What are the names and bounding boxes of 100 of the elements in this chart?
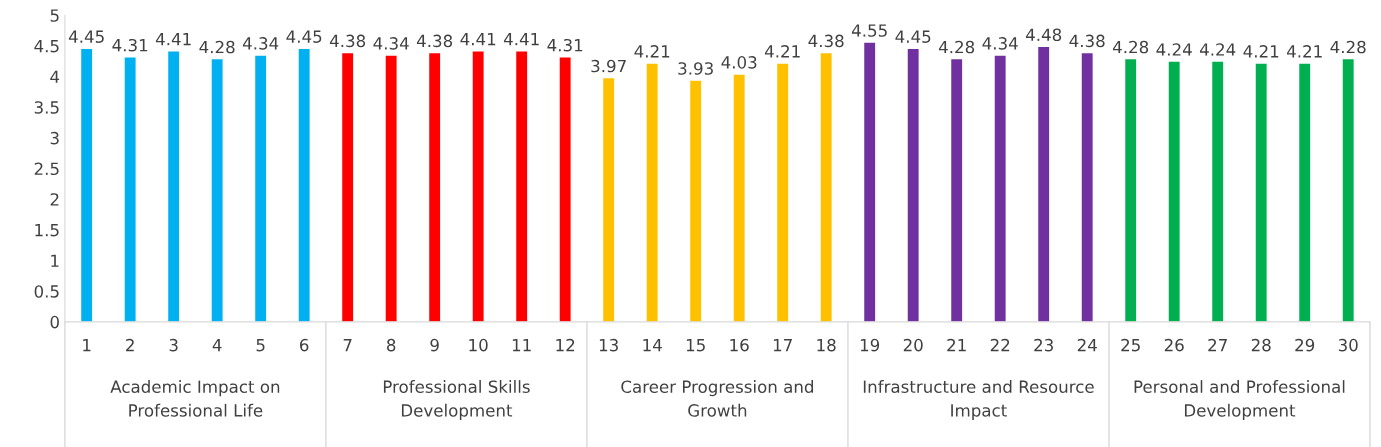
bar [298, 48, 310, 322]
y-tick-label: 1.5 [35, 224, 59, 237]
text: Professional Skills Development [383, 380, 530, 420]
y-tick-label: 0 [50, 315, 59, 329]
data-label: 4.31 [547, 38, 583, 52]
bar [429, 53, 441, 322]
y-tick-label: 5 [50, 9, 59, 22]
x-tick-label: 18 [817, 338, 836, 352]
x-tick-label: 17 [773, 339, 792, 352]
x-tick-label: 13 [599, 338, 618, 352]
data-label: 4.38 [329, 34, 366, 48]
x-tick-label: 1 [83, 339, 91, 352]
data-label: 4.31 [112, 38, 148, 52]
text: Academic Impact on Professional Life [110, 380, 280, 417]
x-tick-label: 19 [860, 338, 880, 352]
bar [1342, 59, 1354, 322]
x-tick-label: 4 [212, 339, 222, 352]
y-tick-label: 3.5 [34, 101, 59, 114]
bar [1212, 61, 1224, 322]
data-label: 4.03 [721, 56, 757, 69]
data-label: 4.38 [808, 34, 844, 48]
bar [168, 51, 180, 322]
data-label: 3.97 [591, 59, 626, 73]
bar [994, 55, 1006, 322]
x-tick-label: 30 [1338, 338, 1358, 352]
bar [516, 51, 528, 322]
y-tick-label: 4.5 [34, 40, 59, 53]
data-label: 4.21 [634, 45, 670, 58]
bar [646, 63, 658, 322]
x-tick-label: 27 [1208, 338, 1227, 352]
x-tick-label: 9 [430, 338, 439, 352]
data-label: 4.45 [68, 30, 104, 43]
x-tick-label: 28 [1251, 338, 1271, 352]
data-label: 4.45 [286, 30, 322, 43]
bar [777, 63, 789, 322]
data-label: 4.28 [1330, 40, 1366, 54]
y-tick-label: 1 [51, 254, 59, 267]
bar [820, 53, 832, 322]
y-tick-label: 3 [50, 131, 59, 145]
data-label: 4.28 [938, 40, 975, 54]
x-tick-label: 14 [643, 339, 662, 352]
bar [864, 42, 876, 322]
bar [1168, 61, 1180, 322]
bar [385, 55, 397, 322]
bar [342, 53, 354, 322]
data-label: 4.24 [1199, 43, 1236, 56]
data-label: 4.34 [373, 37, 409, 50]
bar [211, 59, 223, 322]
x-tick-label: 5 [256, 339, 265, 352]
data-label: 4.21 [764, 45, 800, 58]
bar [907, 48, 919, 322]
data-label: 4.55 [851, 24, 887, 37]
x-tick-label: 6 [300, 338, 309, 352]
data-label: 3.93 [678, 62, 713, 75]
data-label: 4.41 [155, 32, 191, 46]
x-tick-label: 25 [1121, 338, 1140, 352]
x-tick-label: 21 [947, 338, 966, 352]
data-label: 4.28 [199, 40, 235, 54]
bar [255, 55, 267, 322]
data-label: 4.34 [982, 37, 1018, 50]
y-tick-label: 2.5 [34, 162, 59, 176]
text: Career Progression and Growth [621, 380, 813, 417]
y-tick-label: 2 [50, 193, 59, 206]
text: Infrastructure and Resource Impact [863, 380, 1094, 420]
x-tick-label: 24 [1077, 338, 1097, 352]
bar [124, 57, 136, 322]
data-label: 4.21 [1286, 45, 1322, 58]
x-tick-label: 12 [556, 338, 575, 352]
bar [472, 51, 484, 322]
y-tick-label: 4 [50, 70, 60, 83]
data-label: 4.21 [1243, 45, 1279, 58]
x-tick-label: 7 [343, 339, 352, 352]
x-tick-label: 26 [1164, 338, 1184, 352]
bar [1125, 59, 1137, 322]
data-label: 4.45 [895, 30, 931, 43]
bar [1081, 53, 1093, 322]
x-tick-label: 20 [903, 338, 923, 352]
x-tick-label: 11 [512, 339, 531, 352]
data-label: 4.48 [1025, 28, 1062, 42]
bar [951, 59, 963, 322]
bar [559, 57, 571, 322]
data-label: 4.34 [242, 37, 279, 50]
bar [1299, 63, 1311, 322]
data-label: 4.38 [1069, 34, 1105, 48]
data-label: 4.41 [503, 32, 539, 46]
bar [733, 74, 745, 322]
data-label: 4.24 [1156, 43, 1192, 56]
bar [1255, 63, 1267, 322]
x-tick-label: 15 [686, 339, 705, 352]
x-tick-label: 23 [1034, 338, 1053, 352]
text: Personal and Professional Development [1134, 380, 1345, 420]
bar [81, 48, 93, 322]
x-tick-label: 8 [387, 338, 396, 352]
bar [603, 78, 615, 322]
data-label: 4.41 [460, 32, 496, 46]
data-label: 4.38 [416, 34, 453, 48]
bar [1038, 47, 1050, 322]
x-tick-label: 16 [730, 338, 749, 352]
x-tick-label: 10 [469, 338, 488, 352]
bar [690, 80, 702, 322]
